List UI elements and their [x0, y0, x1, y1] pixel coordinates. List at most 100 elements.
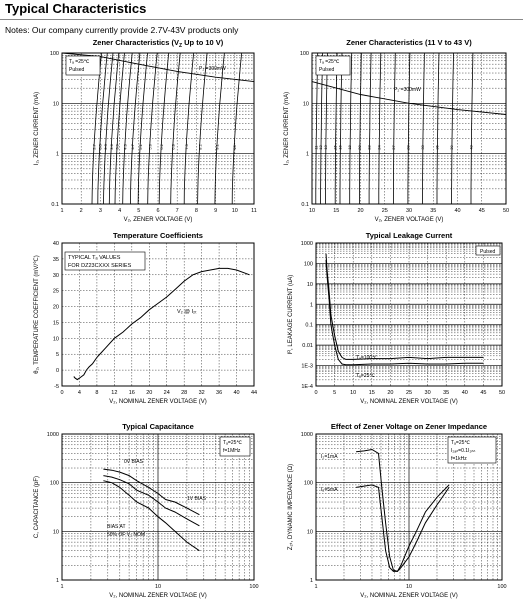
- y-tick-label: 10: [307, 282, 313, 288]
- zener-curve: [368, 52, 372, 204]
- series-label: 4.3: [122, 143, 127, 149]
- x-tick-label: 35: [430, 208, 436, 214]
- y-tick-label: 10: [53, 529, 59, 535]
- annotation-5ma: I₂=5mA: [321, 487, 338, 493]
- legend-box: [65, 55, 101, 76]
- x-tick-label: 100: [249, 584, 258, 590]
- x-tick-label: 9: [214, 208, 217, 214]
- capacitance-curve: [103, 475, 200, 527]
- y-tick-label: 10: [53, 101, 59, 107]
- x-tick-label: 45: [479, 208, 485, 214]
- y-tick-label: 20: [53, 305, 59, 311]
- x-tick-label: 35: [443, 390, 449, 396]
- annotation-pulsed: Pulsed: [480, 249, 496, 255]
- x-tick-label: 3: [99, 208, 102, 214]
- zener-curve: [103, 52, 114, 205]
- plot-frame: [61, 242, 255, 387]
- y-tick-label: 40: [53, 241, 59, 247]
- legend-box: [475, 245, 501, 256]
- annotation-freq: f=1MHz: [223, 448, 241, 454]
- temp-coefficient-line: [73, 267, 250, 381]
- x-tick-label: 24: [164, 390, 170, 396]
- y-tick-label: 1: [56, 578, 59, 584]
- zener-curve: [436, 52, 440, 204]
- series-label: 3.6: [109, 143, 114, 149]
- y-tick-label: 10: [307, 529, 313, 535]
- annotation-0v: 0V BIAS: [124, 459, 144, 465]
- series-label: 16: [338, 144, 343, 149]
- x-tick-label: 40: [454, 208, 460, 214]
- zener-curve: [325, 52, 328, 204]
- x-tick-label: 20: [357, 208, 363, 214]
- y-tick-label: 100: [50, 51, 59, 57]
- series-label: 12: [318, 144, 323, 149]
- zener-curve: [91, 52, 102, 205]
- series-label: 2.7: [92, 143, 97, 149]
- plot-frame: [61, 433, 255, 581]
- zener-curve: [108, 52, 120, 205]
- y-axis-label: I₂, ZENER CURRENT (mA): [34, 92, 40, 165]
- annotation-pulsed: Pulsed: [319, 67, 335, 73]
- y-tick-label: 0.1: [305, 323, 313, 329]
- x-tick-label: 10: [309, 208, 315, 214]
- annotation-power: P₂ =300mW: [199, 66, 226, 72]
- y-tick-label: 1: [56, 152, 59, 158]
- y-tick-label: 5: [56, 352, 59, 358]
- y-tick-label: 1000: [47, 432, 59, 438]
- chart-5: 1 10 100 1000 100 10 1 V₂, NOMINAL ZENER VOLTAG…: [288, 422, 507, 599]
- series-label: 36: [435, 144, 440, 149]
- zener-curve: [422, 52, 425, 204]
- chart-title: Effect of Zener Voltage on Zener Impedan…: [331, 422, 487, 431]
- x-tick-label: 8: [195, 208, 198, 214]
- zener-curve: [334, 52, 338, 204]
- x-tick-label: 1: [60, 584, 63, 590]
- x-tick-label: 10: [406, 584, 412, 590]
- series-label: 15: [333, 144, 338, 149]
- series-label: 22: [367, 144, 372, 149]
- zener-curve: [130, 52, 141, 205]
- series-label: 5.1: [138, 143, 143, 149]
- chart-title: Zener Characteristics (11 V to 43 V): [346, 38, 472, 47]
- x-tick-label: 10: [155, 584, 161, 590]
- x-tick-label: 5: [137, 208, 140, 214]
- annotation-1v: 1V BIAS: [187, 496, 207, 502]
- x-tick-label: 8: [95, 390, 98, 396]
- x-tick-label: 25: [406, 390, 412, 396]
- title-divider: [0, 19, 523, 20]
- y-tick-label: 10: [53, 336, 59, 342]
- plot-frame: [315, 433, 503, 581]
- y-axis-label: θ₂, TEMPERATURE COEFFICIENT (mV/℃): [34, 255, 40, 374]
- x-axis-label: V₂, NOMINAL ZENER VOLTAGE (V): [109, 399, 207, 405]
- annotation-condition: V₂ @ I₂ₜ: [177, 309, 197, 315]
- chart-title: Zener Characteristics (VZ Up to 10 V): [93, 38, 224, 49]
- annotation-freq: f=1kHz: [451, 456, 467, 462]
- x-tick-label: 40: [233, 390, 239, 396]
- series-label: 5.6: [147, 143, 152, 149]
- x-tick-label: 11: [251, 208, 257, 214]
- series-label: 6.8: [170, 143, 175, 149]
- y-tick-label: 1: [306, 152, 309, 158]
- chart-1: 10 15 20 25 30 35 40 45 50 100 10 1 0.1 V₂, ZENER VOL…: [284, 38, 509, 223]
- zener-curve: [392, 52, 396, 204]
- plot-frame: [315, 242, 503, 387]
- x-tick-label: 44: [251, 390, 257, 396]
- y-tick-label: 30: [53, 273, 59, 279]
- chart-title: Typical Capacitance: [122, 422, 194, 431]
- x-tick-label: 50: [499, 390, 505, 396]
- annotation-temp: Tₐ =25℃: [69, 59, 90, 65]
- x-tick-label: 20: [387, 390, 393, 396]
- series-label: 10: [232, 144, 237, 149]
- chart-3: 0 5 10 15 20 25 30 35 40 45 50 1000 100 10 1 0.1 0.01 1E-…: [287, 231, 505, 405]
- annotation-current: I₂ₐₙ=0.1I₂ₙₙ: [451, 448, 475, 454]
- legend-box: [219, 436, 251, 457]
- y-tick-label: 0.1: [301, 202, 309, 208]
- leakage-curve: [325, 259, 484, 366]
- x-tick-label: 15: [333, 208, 339, 214]
- series-label: 27: [391, 144, 396, 149]
- zener-curve: [97, 52, 108, 205]
- x-tick-label: 2: [80, 208, 83, 214]
- zener-curve: [451, 52, 454, 204]
- zener-curve: [315, 52, 319, 204]
